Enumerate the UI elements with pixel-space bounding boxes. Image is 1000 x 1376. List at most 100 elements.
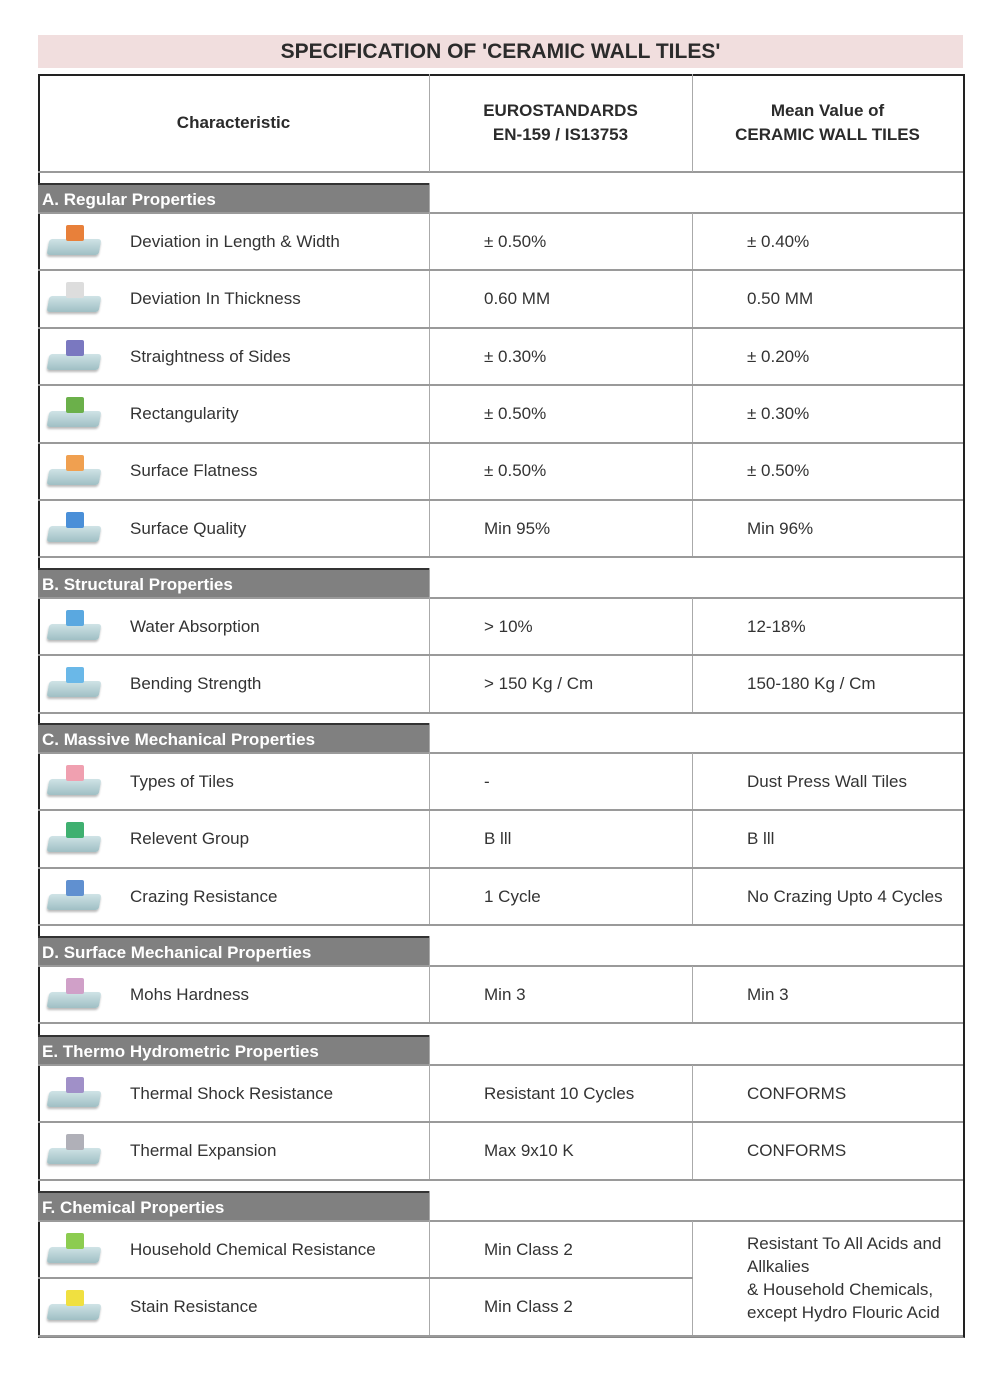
bending-weight-icon	[44, 663, 104, 703]
tile-slab	[46, 296, 102, 313]
divider	[38, 1220, 963, 1222]
mean-line: Allkalies	[747, 1257, 810, 1276]
standard-value: -	[484, 771, 490, 791]
header-mean: Mean Value of CERAMIC WALL TILES	[692, 99, 963, 147]
section-header: D. Surface Mechanical Properties	[38, 936, 429, 965]
tile-slab	[46, 411, 102, 428]
divider	[38, 924, 963, 927]
tile-group-icon	[44, 818, 104, 858]
divider	[38, 1334, 963, 1337]
tile-thickness-icon	[44, 278, 104, 318]
merged-mean-value: Resistant To All Acids and Allkalies & Hou…	[747, 1232, 962, 1324]
mean-value: Min 3	[747, 984, 789, 1004]
standard-value: > 10%	[484, 616, 533, 636]
column-divider	[429, 1035, 430, 1180]
divider	[38, 809, 963, 812]
header-characteristic: Characteristic	[176, 113, 291, 132]
mean-value: ± 0.30%	[747, 403, 810, 423]
standard-value: Min Class 2	[484, 1239, 573, 1259]
tile-slab	[46, 468, 102, 485]
icon-accent	[66, 454, 84, 471]
icon-accent	[66, 1077, 84, 1093]
standard-value: 1 Cycle	[484, 886, 541, 906]
characteristic-name: Relevent Group	[130, 829, 250, 849]
tile-straightness-icon	[44, 336, 104, 376]
tile-type-icon	[44, 761, 104, 801]
standard-value: ± 0.50%	[484, 461, 547, 481]
column-divider	[429, 936, 430, 1024]
icon-accent	[66, 879, 84, 896]
standard-value: Min 3	[484, 984, 526, 1004]
mean-value: 12-18%	[747, 616, 806, 636]
characteristic-name: Mohs Hardness	[130, 984, 250, 1004]
icon-accent	[66, 822, 84, 839]
icon-accent	[66, 397, 84, 414]
column-divider	[429, 1191, 430, 1336]
mean-line: & Household Chemicals,	[747, 1280, 934, 1299]
icon-accent	[66, 1290, 84, 1307]
icon-accent	[66, 765, 84, 781]
tile-slab	[46, 893, 102, 910]
standard-value: ± 0.50%	[484, 231, 547, 251]
icon-accent	[66, 512, 84, 528]
characteristic-name: Deviation In Thickness	[130, 289, 301, 309]
divider	[38, 654, 963, 657]
column-divider	[429, 183, 430, 558]
divider	[38, 965, 963, 967]
divider	[38, 171, 963, 173]
column-divider	[692, 753, 693, 926]
tile-rectangularity-icon	[44, 393, 104, 433]
divider	[38, 1178, 963, 1181]
mean-line: Resistant To All Acids and	[747, 1234, 942, 1253]
mean-value: B lll	[747, 829, 775, 849]
mean-value: 150-180 Kg / Cm	[747, 674, 876, 694]
icon-accent	[66, 978, 84, 994]
tile-flatness-icon	[44, 451, 104, 491]
mean-value: 0.50 MM	[747, 289, 814, 309]
characteristic-name: Bending Strength	[130, 674, 262, 694]
tile-slab	[46, 1304, 102, 1321]
standard-value: 0.60 MM	[484, 289, 551, 309]
tile-slab	[46, 526, 102, 542]
characteristic-name: Straightness of Sides	[130, 346, 291, 366]
divider	[38, 499, 963, 501]
mean-value: ± 0.40%	[747, 231, 810, 251]
standard-value: Min Class 2	[484, 1297, 573, 1317]
characteristic-name: Surface Quality	[130, 518, 247, 538]
icon-accent	[66, 1134, 84, 1151]
mean-value: CONFORMS	[747, 1141, 847, 1161]
mean-line: except Hydro Flouric Acid	[747, 1303, 940, 1322]
standard-value: Resistant 10 Cycles	[484, 1083, 635, 1103]
icon-accent	[66, 282, 84, 299]
characteristic-name: Thermal Expansion	[130, 1141, 277, 1161]
column-divider	[429, 723, 430, 926]
header-mean-line2: CERAMIC WALL TILES	[735, 125, 920, 144]
divider	[38, 1121, 963, 1124]
mean-value: ± 0.20%	[747, 346, 810, 366]
tile-slab	[46, 681, 102, 698]
water-drop-icon	[44, 606, 104, 646]
divider	[38, 326, 963, 329]
divider	[38, 269, 963, 272]
column-divider	[692, 74, 693, 172]
tile-dimension-icon	[44, 221, 104, 261]
divider	[38, 1064, 963, 1066]
tile-quality-star-icon	[44, 508, 104, 548]
mean-value: Dust Press Wall Tiles	[747, 771, 907, 791]
characteristic-name: Household Chemical Resistance	[130, 1239, 376, 1259]
divider	[38, 212, 963, 214]
divider	[38, 556, 963, 559]
divider	[38, 441, 963, 444]
crazing-burst-icon	[44, 876, 104, 916]
header-mean-line1: Mean Value of	[770, 101, 885, 120]
icon-accent	[66, 339, 84, 356]
standard-value: B lll	[484, 829, 512, 849]
characteristic-name: Crazing Resistance	[130, 886, 278, 906]
section-header: F. Chemical Properties	[38, 1191, 429, 1220]
divider	[38, 752, 963, 754]
characteristic-name: Thermal Shock Resistance	[130, 1083, 334, 1103]
hardness-crystal-icon	[44, 974, 104, 1014]
divider	[38, 866, 963, 869]
column-divider	[692, 966, 693, 1024]
tile-slab	[46, 779, 102, 795]
